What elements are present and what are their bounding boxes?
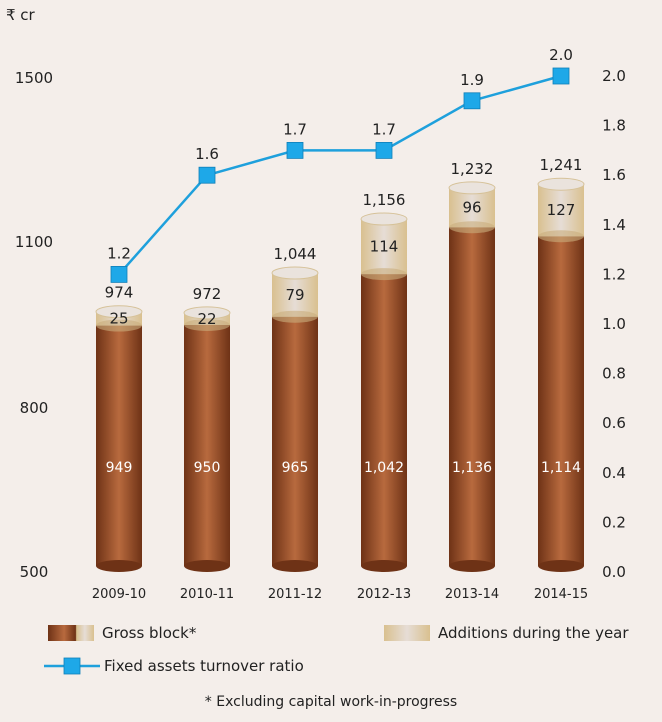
- ratio-value-label: 1.9: [460, 71, 484, 89]
- left-tick-label: 500: [20, 563, 49, 581]
- ratio-value-label: 2.0: [549, 46, 573, 64]
- bar-gross-block: [184, 325, 230, 566]
- legend-gross-block-label: Gross block*: [102, 624, 197, 642]
- bar-stack: 950 22 972: [183, 285, 231, 572]
- right-tick-label: 1.4: [602, 216, 626, 234]
- bar-base: [361, 560, 407, 572]
- category-label: 2013-14: [445, 587, 499, 602]
- gross-block-value-label: 1,042: [364, 460, 404, 476]
- total-value-label: 1,241: [540, 156, 583, 174]
- ratio-value-label: 1.7: [372, 120, 396, 138]
- ratio-line-swatch: [44, 657, 100, 675]
- category-label: 2009-10: [92, 587, 146, 602]
- right-tick-label: 1.6: [602, 166, 626, 184]
- ratio-value-label: 1.6: [195, 145, 219, 163]
- additions-value-label: 25: [109, 310, 128, 328]
- bar-top: [271, 266, 319, 280]
- left-tick-label: 800: [20, 399, 49, 417]
- unit-label: ₹ cr: [6, 6, 36, 24]
- left-tick-label: 1100: [15, 233, 53, 251]
- right-tick-label: 2.0: [602, 67, 626, 85]
- right-tick-label: 0.2: [602, 513, 626, 531]
- right-tick-label: 1.2: [602, 265, 626, 283]
- right-tick-label: 0.8: [602, 365, 626, 383]
- additions-value-label: 114: [370, 238, 399, 256]
- legend-ratio-label: Fixed assets turnover ratio: [104, 657, 304, 675]
- right-tick-label: 0.6: [602, 414, 626, 432]
- legend-ratio: Fixed assets turnover ratio: [44, 656, 304, 676]
- right-tick-label: 0.4: [602, 464, 626, 482]
- bar-base: [96, 560, 142, 572]
- bar-base: [449, 560, 495, 572]
- bar-seam: [272, 310, 318, 323]
- bar-stack: 949 25 974: [95, 284, 143, 572]
- bar-additions: [361, 219, 407, 275]
- ratio-marker: [375, 141, 393, 159]
- category-label: 2014-15: [534, 587, 588, 602]
- bar-top: [448, 181, 496, 195]
- total-value-label: 1,156: [363, 191, 406, 209]
- additions-swatch: [384, 625, 430, 641]
- bar-top: [95, 305, 143, 319]
- bar-gross-block: [538, 236, 584, 566]
- right-tick-label: 0.0: [602, 563, 626, 581]
- bar-seam: [96, 319, 142, 332]
- bar-seam: [361, 268, 407, 281]
- bar-stack: 1,136 96 1,232: [448, 160, 496, 572]
- ratio-marker: [463, 92, 481, 110]
- bar-base: [538, 560, 584, 572]
- bar-stack: 1,042 114 1,156: [360, 191, 408, 572]
- legend-gross-block: Gross block*: [48, 624, 196, 642]
- left-tick-label: 1500: [15, 69, 53, 87]
- gross-block-value-label: 1,136: [452, 460, 492, 476]
- ratio-marker: [286, 141, 304, 159]
- total-value-label: 1,044: [274, 245, 317, 263]
- gross-block-value-label: 965: [282, 460, 309, 476]
- bar-gross-block: [449, 227, 495, 567]
- chart: ₹ cr 500 800 1100 1500 0.0 0.2 0.4 0.6 0.8 1.0 1.…: [6, 6, 626, 602]
- ratio-line: [118, 74, 562, 276]
- bar-stack: 1,114 127 1,241: [537, 156, 585, 572]
- bar-additions: [538, 184, 584, 237]
- bar-top: [360, 212, 408, 226]
- category-label: 2012-13: [357, 587, 411, 602]
- category-label: 2010-11: [180, 587, 234, 602]
- legend-additions-label: Additions during the year: [438, 624, 629, 642]
- bar-gross-block: [361, 274, 407, 566]
- bar-gross-block: [96, 325, 142, 566]
- total-value-label: 1,232: [451, 160, 494, 178]
- bar-seam: [449, 221, 495, 234]
- gross-block-value-label: 1,114: [541, 460, 581, 476]
- ratio-value-label: 1.7: [283, 120, 307, 138]
- bar-additions: [272, 272, 318, 317]
- additions-value-label: 79: [285, 286, 304, 304]
- right-tick-label: 1.0: [602, 315, 626, 333]
- right-tick-label: 1.8: [602, 117, 626, 135]
- bar-top: [183, 306, 231, 320]
- bar-top: [537, 177, 585, 191]
- bar-additions: [449, 187, 495, 228]
- total-value-label: 972: [193, 285, 222, 303]
- ratio-value-label: 1.2: [107, 244, 131, 262]
- bar-base: [272, 560, 318, 572]
- gross-block-swatch: [48, 625, 94, 641]
- bar-base: [184, 560, 230, 572]
- bar-seam: [184, 319, 230, 331]
- ratio-marker: [552, 67, 570, 85]
- additions-value-label: 127: [547, 201, 576, 219]
- gross-block-value-label: 949: [106, 460, 133, 476]
- additions-value-label: 22: [197, 310, 216, 328]
- category-label: 2011-12: [268, 587, 322, 602]
- bar-gross-block: [272, 316, 318, 566]
- gross-block-value-label: 950: [194, 460, 221, 476]
- bar-stack: 965 79 1,044: [271, 245, 319, 572]
- ratio-marker: [110, 265, 128, 283]
- bar-seam: [538, 230, 584, 243]
- legend-additions: Additions during the year: [384, 624, 629, 642]
- ratio-marker: [198, 166, 216, 184]
- footnote: * Excluding capital work-in-progress: [204, 694, 458, 710]
- total-value-label: 974: [105, 284, 134, 302]
- additions-value-label: 96: [462, 199, 481, 217]
